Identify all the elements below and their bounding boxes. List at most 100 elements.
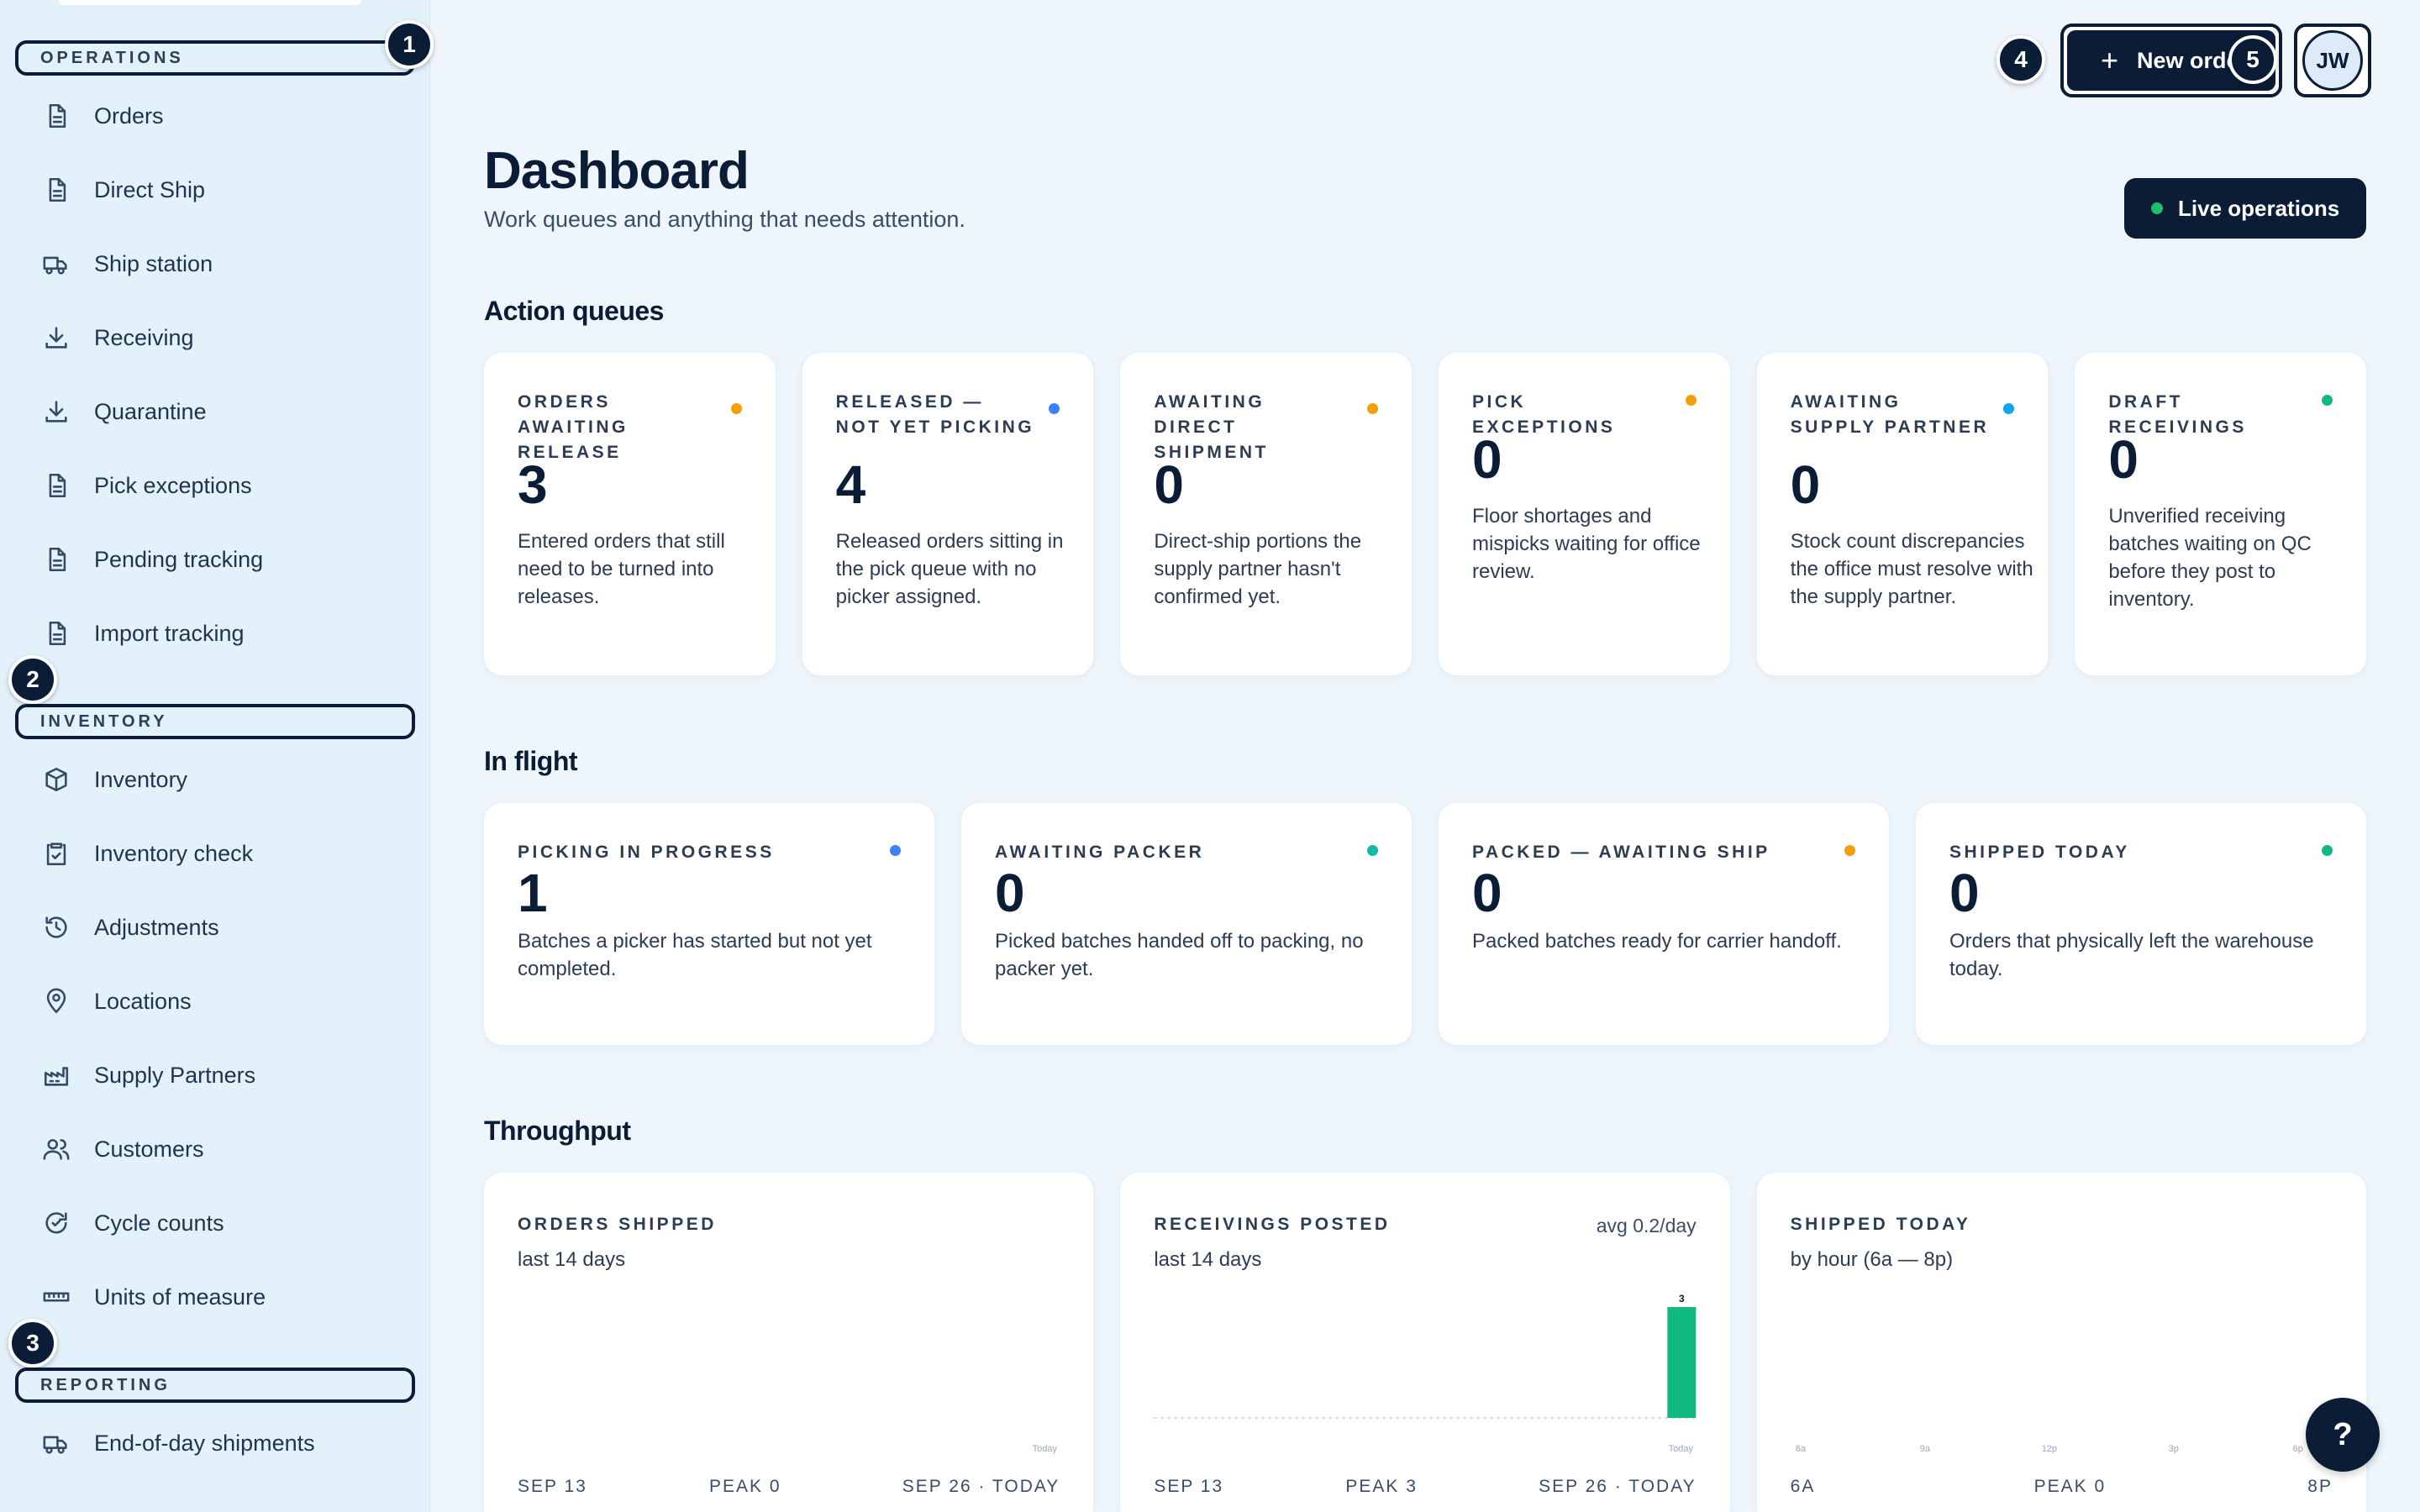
sidebar-item-cycle-counts[interactable]: Cycle counts (42, 1198, 224, 1248)
sidebar-item-receiving[interactable]: Receiving (42, 312, 194, 363)
annotation-badge-1: 1 (385, 20, 434, 69)
history-icon (45, 916, 67, 938)
queue-card-awaiting-direct-shipment[interactable]: AWAITING DIRECT SHIPMENT 0 Direct-ship por… (1120, 353, 1412, 675)
queue-card-awaiting-supply-partner[interactable]: AWAITING SUPPLY PARTNER 0 Stock count disc… (1756, 353, 2049, 675)
card-value: 0 (1472, 429, 1502, 490)
card-value: 3 (518, 454, 548, 515)
sidebar-item-customers[interactable]: Customers (42, 1124, 204, 1174)
card-description: Picked batches handed off to packing, no… (995, 930, 1364, 980)
status-dot (2322, 845, 2333, 856)
card-value: 1 (518, 863, 548, 923)
status-dot (2321, 395, 2333, 406)
factory-icon (44, 1067, 69, 1086)
queue-card-packed-awaiting-ship[interactable]: PACKED — AWAITING SHIP 0 Packed batches re… (1439, 803, 1889, 1045)
download-icon (45, 401, 67, 423)
throughput-chart: 3 Today (1154, 1293, 1697, 1454)
sidebar-item-label: End-of-day shipments (94, 1430, 315, 1456)
box-icon (45, 767, 67, 792)
card-label: PICK EXCEPTIONS (1472, 392, 1616, 437)
status-dot (1844, 845, 1855, 856)
document-icon (49, 621, 66, 646)
help-button[interactable]: ? (2306, 1398, 2380, 1472)
card-description: Unverified receiving batches waiting on … (2108, 505, 2312, 611)
section-header-operations: OPERATIONS (15, 40, 415, 76)
status-dot (730, 403, 742, 414)
sidebar-item-pick-exceptions[interactable]: Pick exceptions (42, 460, 252, 511)
card-description: Direct-ship portions the supply partner … (1154, 530, 1362, 608)
main-content: + New order JW Dashboard Work queues and… (430, 0, 2420, 1512)
download-icon (45, 327, 67, 349)
sidebar-item-pending-tracking[interactable]: Pending tracking (42, 534, 263, 585)
sidebar-item-units-of-measure[interactable]: Units of measure (42, 1272, 266, 1322)
sidebar-item-adjustments[interactable]: Adjustments (42, 902, 219, 953)
status-dot (1685, 395, 1697, 406)
document-icon (49, 547, 66, 572)
annotation-badge-5: 5 (2228, 35, 2277, 84)
user-menu-button[interactable]: JW (2294, 24, 2371, 97)
chart-end-label: SEP 26 · TODAY (902, 1477, 1060, 1496)
plus-icon: + (2101, 43, 2119, 77)
sidebar-item-label: Pending tracking (94, 546, 264, 572)
sidebar-item-orders[interactable]: Orders (42, 91, 164, 141)
page-subtitle: Work queues and anything that needs atte… (484, 207, 965, 232)
queue-card-picking-in-progress[interactable]: PICKING IN PROGRESS 1 Batches a picker has… (484, 803, 934, 1045)
section-header-reporting: REPORTING (15, 1368, 415, 1403)
throughput-subtitle: last 14 days (1154, 1248, 1262, 1271)
sidebar-item-supply-partners[interactable]: Supply Partners (42, 1050, 255, 1100)
sidebar-item-inventory-check[interactable]: Inventory check (42, 828, 253, 879)
queue-card-awaiting-packer[interactable]: AWAITING PACKER 0 Picked batches handed of… (961, 803, 1412, 1045)
queue-card-released-not-yet-picking[interactable]: RELEASED — NOT YET PICKING 4 Released orde… (802, 353, 1094, 675)
card-label: ORDERS AWAITING RELEASE (518, 392, 629, 462)
in-flight-title: In flight (484, 746, 578, 776)
card-label: RELEASED — NOT YET PICKING (835, 392, 1035, 437)
queue-card-draft-receivings[interactable]: DRAFT RECEIVINGS 0 Unverified receiving ba… (2075, 353, 2366, 675)
queue-card-orders-awaiting-release[interactable]: ORDERS AWAITING RELEASE 3 Entered orders t… (484, 353, 776, 675)
sidebar-item-import-tracking[interactable]: Import tracking (42, 608, 245, 659)
card-label: AWAITING DIRECT SHIPMENT (1154, 392, 1269, 462)
sidebar-item-label: Units of measure (94, 1284, 266, 1310)
chart-start-label: 6A (1790, 1477, 1816, 1496)
action-queues-title: Action queues (484, 296, 664, 326)
chart-bar (1667, 1307, 1697, 1418)
queue-card-shipped-today[interactable]: SHIPPED TODAY 0 Orders that physically lef… (1916, 803, 2366, 1045)
chart-start-label: SEP 13 (1154, 1477, 1224, 1496)
annotation-badge-4: 4 (1996, 35, 2045, 84)
live-status-dot (2151, 202, 2163, 214)
card-value: 0 (1790, 454, 1821, 515)
status-dot (1049, 403, 1060, 414)
sidebar-item-quarantine[interactable]: Quarantine (42, 386, 207, 437)
sidebar-item-label: Ship station (94, 250, 213, 276)
chart-start-label: SEP 13 (518, 1477, 587, 1496)
card-description: Released orders sitting in the pick queu… (835, 530, 1064, 608)
card-label: PICKING IN PROGRESS (518, 843, 775, 862)
sidebar-item-label: Adjustments (94, 914, 219, 940)
sidebar-item-direct-ship[interactable]: Direct Ship (42, 165, 205, 215)
document-icon (49, 177, 66, 202)
section-header-inventory: INVENTORY (15, 704, 415, 739)
chart-peak-label: PEAK 0 (709, 1477, 781, 1496)
sidebar-item-locations[interactable]: Locations (42, 976, 192, 1026)
clipboard-check-icon (46, 843, 66, 866)
sidebar-item-label: Inventory (94, 766, 188, 792)
queue-card-pick-exceptions[interactable]: PICK EXCEPTIONS 0 Floor shortages and misp… (1439, 353, 1730, 675)
card-value: 0 (995, 863, 1025, 923)
card-description: Orders that physically left the warehous… (1949, 930, 2314, 980)
status-dot (1366, 403, 1378, 414)
sidebar-item-label: Receiving (94, 324, 194, 350)
card-label: SHIPPED TODAY (1949, 843, 2130, 862)
throughput-chart: Today (1033, 1444, 1058, 1454)
status-dot (890, 845, 901, 856)
map-pin-icon (46, 988, 66, 1014)
sidebar-item-end-of-day-shipments[interactable]: End-of-day shipments (42, 1418, 315, 1468)
sidebar-item-ship-station[interactable]: Ship station (42, 239, 213, 289)
page-title: Dashboard (484, 142, 750, 200)
truck-icon (43, 1436, 67, 1454)
throughput-card-orders-shipped: ORDERS SHIPPED last 14 days Today SEP 13 PEA… (484, 1173, 1094, 1512)
card-label: AWAITING PACKER (995, 843, 1205, 862)
live-operations-button[interactable]: Live operations (2124, 178, 2366, 239)
card-value: 0 (1949, 863, 1980, 923)
throughput-label: SHIPPED TODAY (1790, 1215, 1971, 1234)
sidebar-item-label: Quarantine (94, 398, 207, 424)
sidebar-item-inventory[interactable]: Inventory (42, 754, 187, 805)
card-label: PACKED — AWAITING SHIP (1472, 843, 1770, 862)
